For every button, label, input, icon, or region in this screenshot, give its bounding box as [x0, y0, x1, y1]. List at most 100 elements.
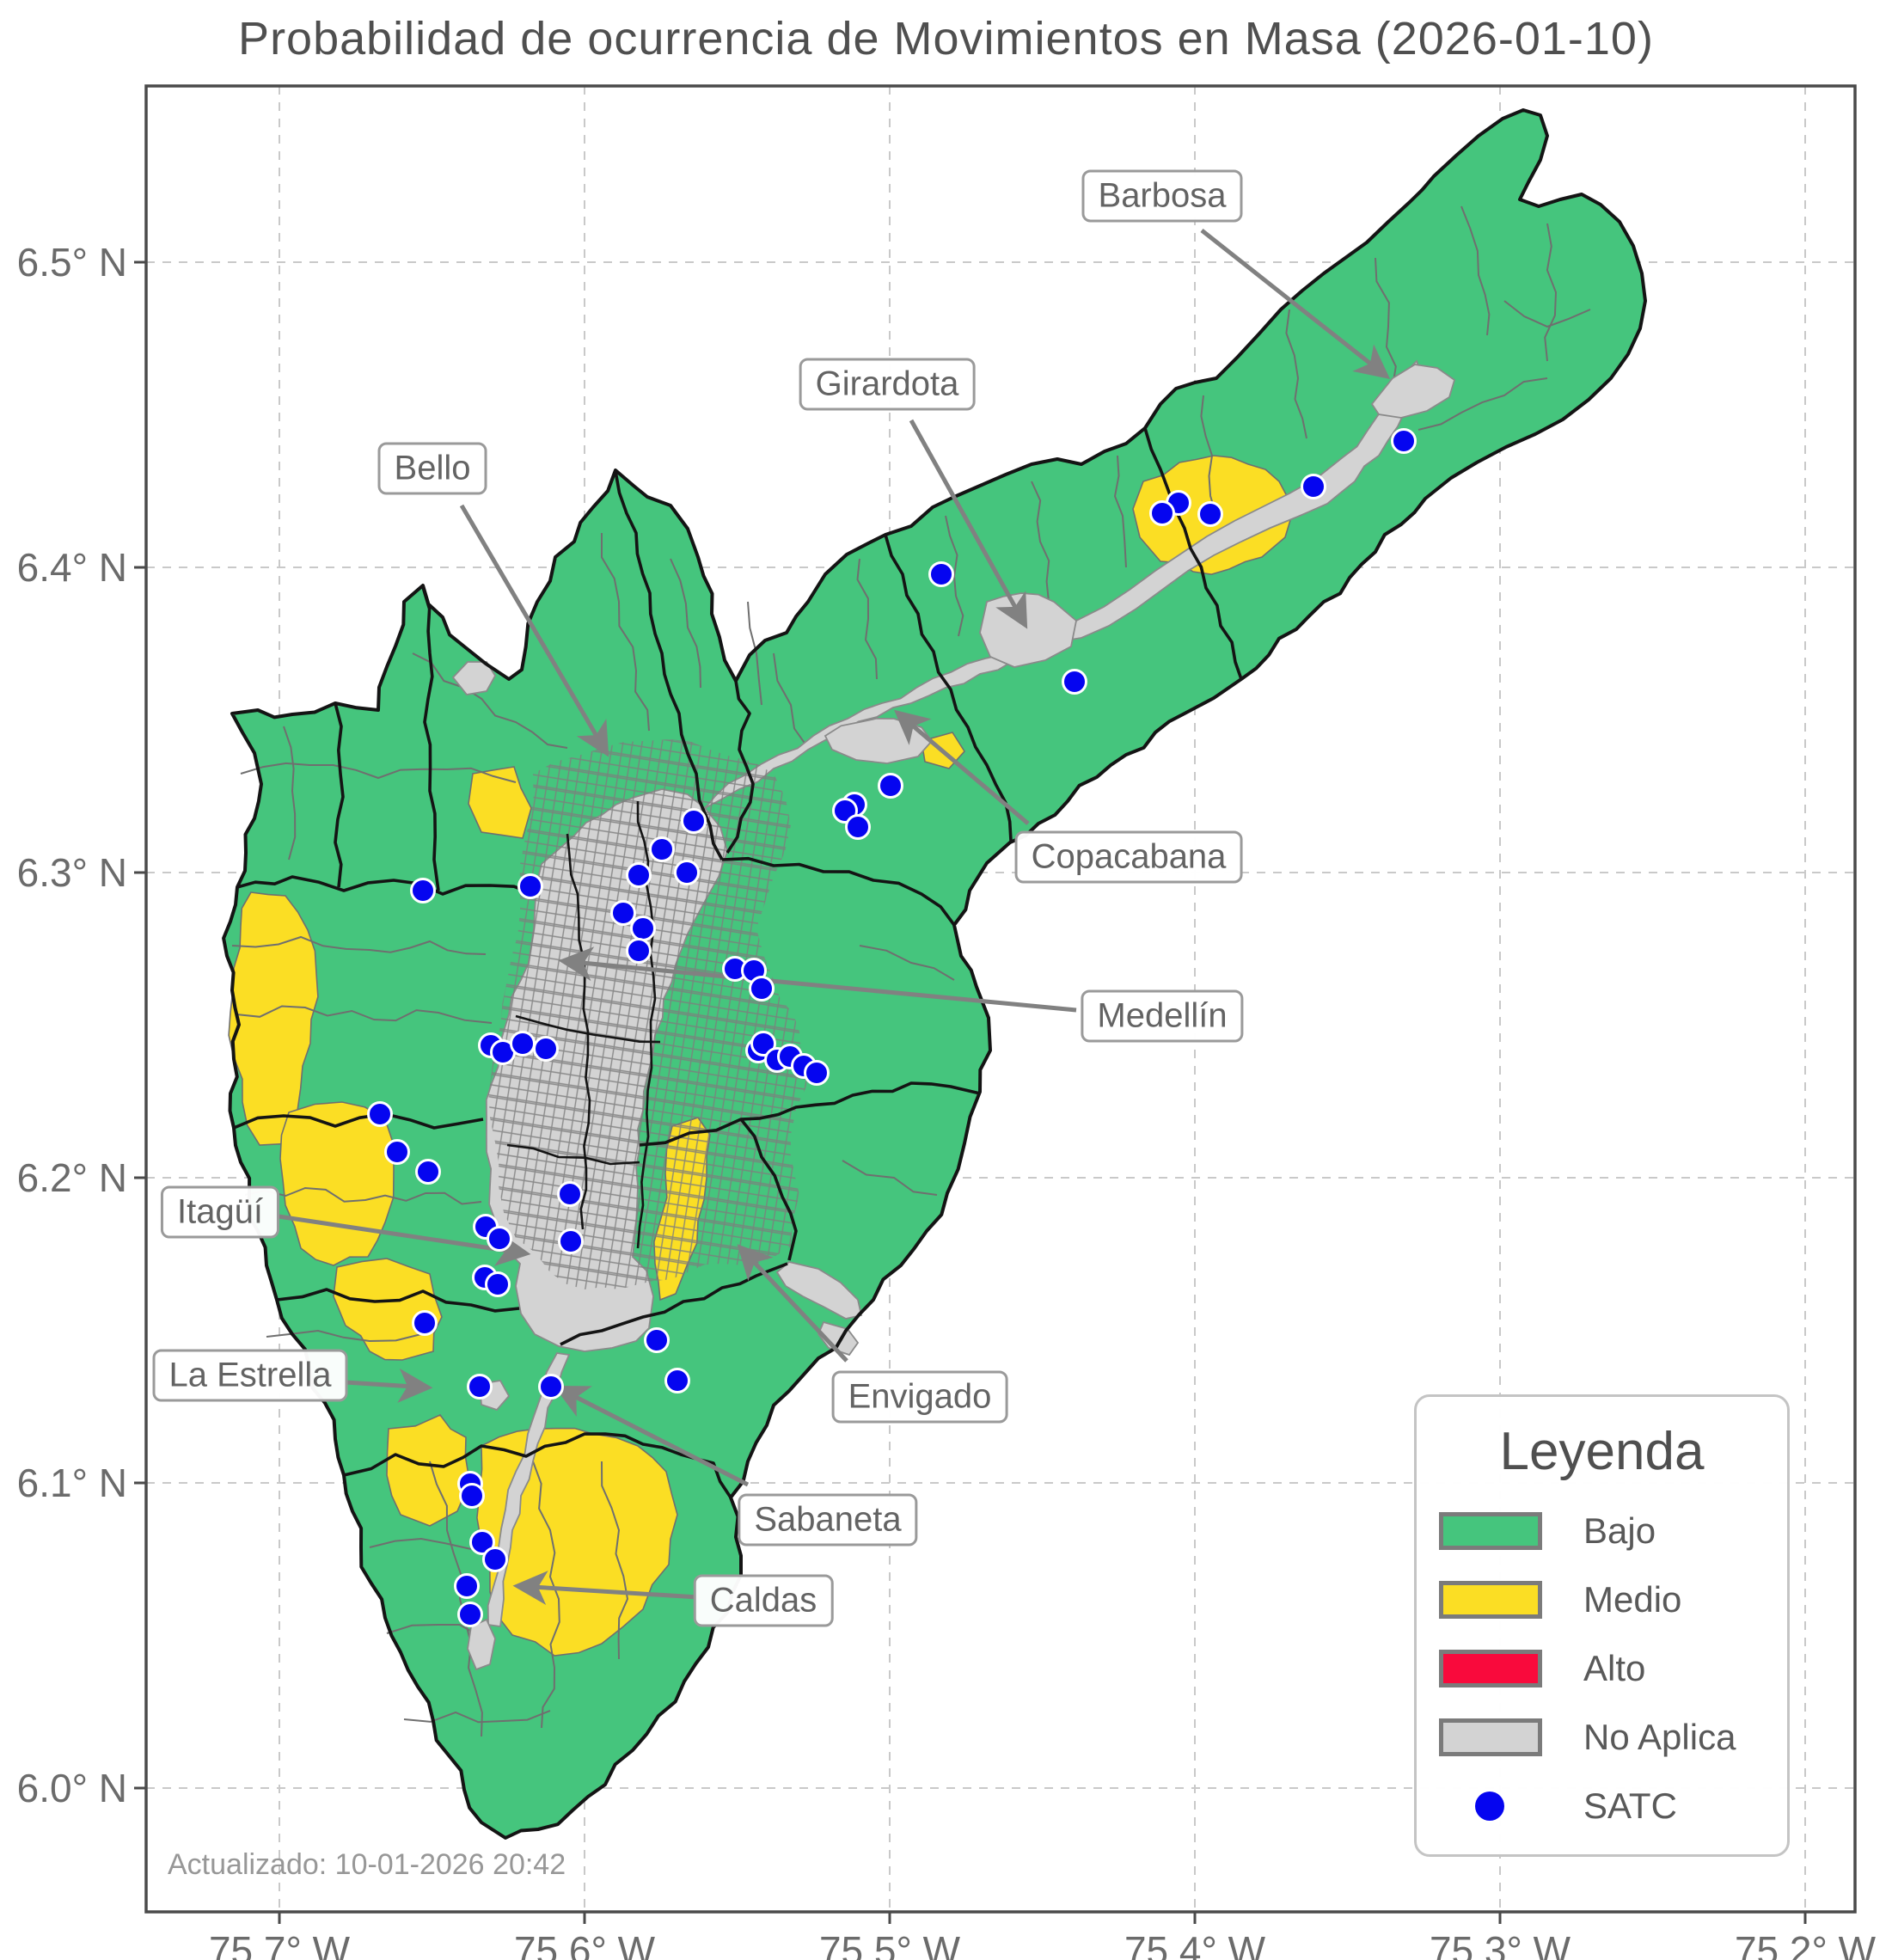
- sub-basin-border: [747, 601, 762, 706]
- sub-basin-border: [236, 1005, 493, 1024]
- callout-girardota: Girardota: [799, 358, 976, 411]
- legend-item-alto: Alto: [1439, 1648, 1787, 1688]
- satc-point: [517, 873, 543, 899]
- y-tick-label: 6.5° N: [16, 240, 127, 285]
- satc-point: [454, 1573, 480, 1599]
- region-medium-risk-area: [333, 1258, 443, 1361]
- satc-dot-icon: [1475, 1792, 1504, 1821]
- satc-point: [626, 938, 652, 964]
- region-medium-risk-area: [468, 766, 532, 839]
- callout-barbosa: Barbosa: [1081, 169, 1243, 223]
- satc-point: [558, 1228, 584, 1254]
- sub-basin-border: [369, 1537, 472, 1550]
- satc-point: [367, 1101, 393, 1127]
- callout-bello: Bello: [377, 442, 487, 495]
- plot-frame: [144, 84, 1857, 1914]
- satc-point: [469, 1529, 495, 1555]
- satc-point: [1301, 474, 1326, 499]
- legend-label-medium: Medio: [1583, 1579, 1682, 1620]
- satc-point: [845, 814, 871, 840]
- satc-point: [664, 1368, 690, 1393]
- x-tick-label: 75.6° W: [513, 1928, 656, 1960]
- satc-point: [1149, 500, 1175, 526]
- callout-envigado: Envigado: [831, 1370, 1008, 1424]
- satc-point: [674, 860, 700, 885]
- municipal-border: [560, 1262, 788, 1346]
- municipal-border: [884, 534, 1013, 842]
- legend-label-na: No Aplica: [1583, 1717, 1736, 1757]
- satc-point: [457, 1602, 483, 1627]
- legend-label-low: Bajo: [1583, 1510, 1656, 1551]
- satc-point: [1391, 428, 1417, 454]
- x-tick-label: 75.4° W: [1124, 1928, 1266, 1960]
- callout-sabaneta: Sabaneta: [738, 1493, 918, 1547]
- callout-la-estrella: La Estrella: [152, 1349, 348, 1402]
- callout-itagui: Itagüí: [160, 1185, 280, 1239]
- satc-point: [928, 561, 954, 587]
- satc-point: [649, 836, 675, 862]
- sub-basin-border: [1417, 377, 1548, 431]
- sub-basin-border: [244, 1186, 482, 1205]
- satc-point: [610, 900, 636, 926]
- satc-point: [630, 916, 656, 941]
- sub-basin-border: [532, 1461, 560, 1729]
- municipal-border: [739, 1118, 798, 1261]
- comuna-border: [506, 1143, 640, 1166]
- satc-point: [533, 1036, 559, 1062]
- municipal-border: [334, 702, 345, 888]
- callout-arrow-caldas: [512, 1571, 699, 1606]
- sub-basin-border: [1375, 257, 1397, 388]
- region-no-aplica-area: [451, 661, 497, 695]
- sub-basin-border: [601, 533, 650, 732]
- axis-ticks: [134, 260, 1807, 1924]
- satc-point: [487, 1226, 512, 1252]
- page-title: Probabilidad de ocurrencia de Movimiento…: [238, 13, 1654, 64]
- legend-swatch-medium: [1439, 1581, 1542, 1619]
- satc-point: [384, 1139, 410, 1165]
- x-tick-label: 75.3° W: [1429, 1928, 1571, 1960]
- sub-basin-border: [1285, 309, 1307, 439]
- sub-basin-border: [945, 515, 964, 637]
- legend-label-satc: SATC: [1583, 1785, 1677, 1826]
- x-tick-label: 75.5° W: [818, 1928, 961, 1960]
- municipal-border: [639, 1081, 981, 1147]
- sub-basin-border: [1031, 481, 1050, 603]
- legend-swatch-low: [1439, 1512, 1542, 1550]
- sub-basin-border: [856, 558, 878, 680]
- sub-basin-border: [240, 762, 517, 783]
- municipal-border: [721, 856, 956, 927]
- callout-copacabana: Copacabana: [1014, 830, 1243, 884]
- y-tick-label: 6.0° N: [16, 1766, 127, 1810]
- legend-label-high: Alto: [1583, 1648, 1646, 1688]
- region-no-aplica-area: [775, 1261, 863, 1320]
- municipal-border: [614, 470, 724, 861]
- satc-point: [644, 1327, 670, 1353]
- municipal-border: [276, 1288, 520, 1313]
- callout-arrow-medellin: [558, 946, 1077, 1013]
- sub-basin-border: [1460, 205, 1491, 336]
- sub-basin-border: [670, 558, 701, 689]
- legend-swatch-high: [1439, 1650, 1542, 1687]
- callout-arrow-copacabana: [894, 709, 1030, 825]
- callout-medellin: Medellín: [1081, 989, 1244, 1043]
- sub-basin-border: [1503, 300, 1591, 328]
- satc-point: [415, 1159, 441, 1185]
- sub-basin-border: [773, 652, 809, 749]
- sub-basin-border: [403, 1710, 551, 1724]
- sub-basin-border: [601, 1461, 629, 1660]
- callout-arrow-sabaneta: [554, 1386, 750, 1487]
- satc-points-layer: [367, 428, 1417, 1627]
- y-tick-label: 6.4° N: [16, 545, 127, 590]
- satc-point: [626, 862, 652, 888]
- satc-point: [1197, 501, 1223, 527]
- municipal-border: [421, 586, 440, 891]
- sub-basin-border: [386, 1624, 479, 1636]
- region-no-aplica-area: [1370, 364, 1456, 419]
- y-tick-label: 6.2° N: [16, 1155, 127, 1200]
- sub-basin-border: [429, 1461, 483, 1737]
- satc-point: [412, 1310, 438, 1336]
- sub-basin-border: [231, 935, 487, 955]
- sub-basin-border: [412, 652, 568, 749]
